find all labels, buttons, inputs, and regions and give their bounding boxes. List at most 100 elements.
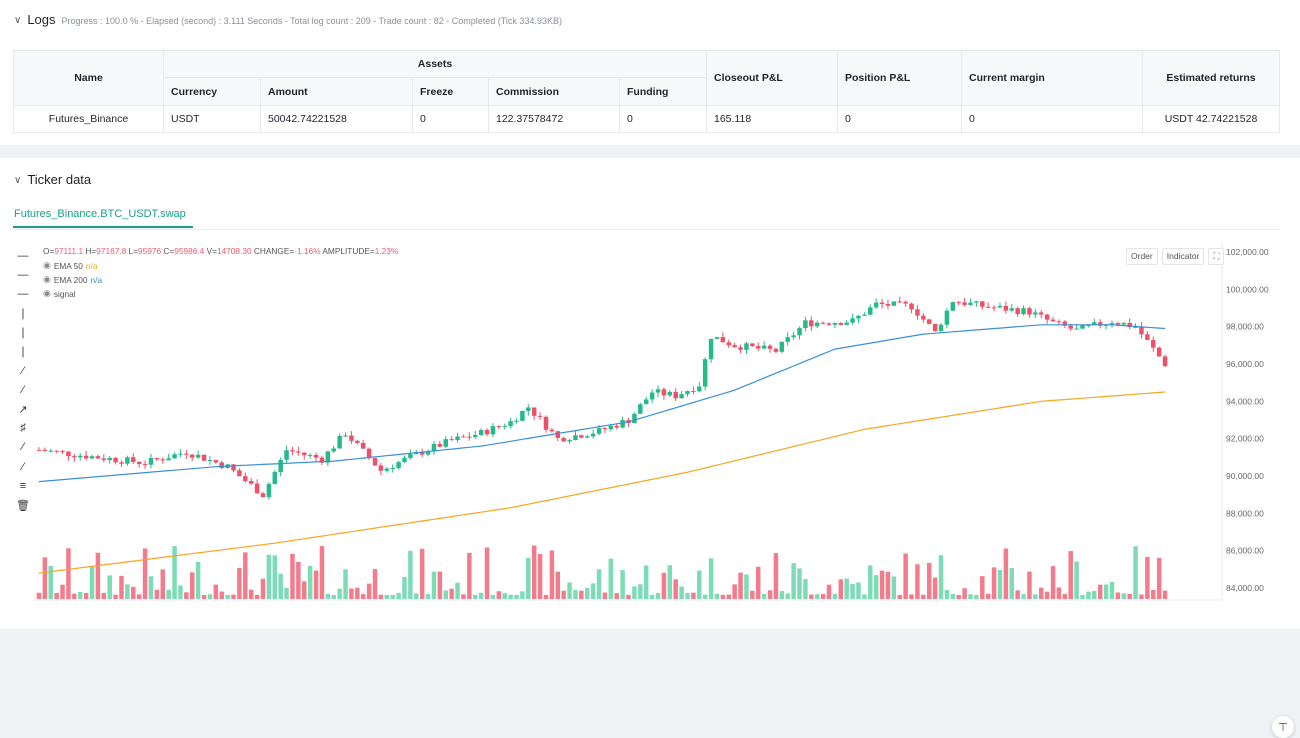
- candle-body: [1092, 322, 1097, 326]
- volume-bar: [1097, 584, 1103, 599]
- volume-bar: [419, 548, 425, 599]
- chevron-down-icon[interactable]: ∨: [14, 175, 22, 186]
- volume-bar: [543, 594, 549, 599]
- trend-ray-icon[interactable]: ⁄: [22, 383, 24, 396]
- volume-bar: [838, 579, 844, 599]
- volume-bar: [526, 557, 531, 599]
- candle-body: [425, 451, 431, 455]
- closeout-pnl-header: Closeout P&L: [706, 50, 838, 106]
- pitchfork-icon[interactable]: ∕: [22, 460, 24, 473]
- parallel-channel-icon[interactable]: ∕: [22, 441, 24, 454]
- candle-body: [1021, 308, 1026, 315]
- volume-bar: [844, 578, 849, 599]
- volume-bar: [290, 553, 295, 599]
- candle-body: [862, 314, 867, 316]
- eye-icon[interactable]: ◉: [43, 288, 51, 298]
- eye-icon[interactable]: ◉: [43, 260, 51, 270]
- candle-body: [1038, 312, 1044, 315]
- volume-bar: [1015, 590, 1020, 599]
- eye-icon[interactable]: ◉: [43, 274, 51, 284]
- candle-body: [537, 415, 543, 417]
- volume-bar: [1133, 546, 1138, 599]
- candle-body: [154, 457, 160, 460]
- candle-body: [761, 345, 767, 349]
- commission-header: Commission: [488, 77, 620, 106]
- volume-bar: [195, 561, 201, 599]
- fibonacci-icon[interactable]: ≡: [19, 479, 27, 492]
- candle-body: [820, 322, 826, 324]
- candle-body: [66, 451, 71, 457]
- candle-body: [1127, 322, 1132, 328]
- candle-body: [980, 301, 985, 307]
- vertical-line-icon[interactable]: ∣: [20, 307, 26, 320]
- candle-body: [355, 440, 360, 443]
- volume-bar: [313, 570, 319, 599]
- indicator-button[interactable]: Indicator: [1161, 248, 1205, 265]
- candle-body: [213, 459, 219, 463]
- funding-header: Funding: [619, 77, 707, 106]
- tab-btc-usdt-swap[interactable]: Futures_Binance.BTC_USDT.swap: [13, 198, 193, 228]
- candle-body: [879, 302, 885, 304]
- candle-body: [885, 303, 891, 306]
- trash-icon[interactable]: 🗑: [16, 499, 30, 512]
- candle-body: [237, 470, 242, 477]
- volume-bar: [455, 582, 460, 599]
- volume-bar: [661, 572, 667, 599]
- amount-header: Amount: [260, 77, 413, 106]
- scroll-to-top-button[interactable]: ⊤: [1272, 716, 1294, 738]
- volume-bar: [608, 558, 614, 599]
- trend-line-icon[interactable]: ⁄: [22, 364, 24, 377]
- volume-bar: [225, 595, 230, 599]
- fullscreen-icon[interactable]: ⛶: [1208, 248, 1225, 265]
- price-axis: 102,000.00 100,000.00 98,000.00 96,000.00 94…: [1221, 242, 1269, 600]
- extended-line-icon[interactable]: —: [17, 287, 29, 300]
- volume-bar: [142, 548, 148, 599]
- volume-bar: [797, 568, 802, 599]
- candlestick-chart[interactable]: 102,000.00 100,000.00 98,000.00 96,000.00 94…: [34, 242, 1294, 602]
- candle-body: [89, 456, 95, 459]
- legend-ema50[interactable]: ◉ EMA 50 n/a: [43, 260, 98, 271]
- horizontal-line-icon[interactable]: —: [17, 249, 29, 262]
- candle-body: [296, 451, 301, 453]
- volume-bar: [343, 569, 348, 599]
- candle-body: [496, 426, 502, 428]
- volume-bar: [201, 594, 207, 599]
- candle-body: [608, 425, 614, 430]
- volume-bar: [1139, 594, 1144, 599]
- volume-bar: [791, 563, 796, 599]
- logs-header[interactable]: ∨ Logs Progress : 100.0 % - Elapsed (sec…: [14, 12, 562, 27]
- candle-body: [1145, 334, 1150, 340]
- horizontal-ray-icon[interactable]: —: [17, 268, 29, 281]
- ema-line: [38, 324, 1166, 483]
- volume-bar: [537, 554, 543, 599]
- candle-body: [767, 345, 773, 349]
- candle-body: [809, 320, 814, 327]
- candle-body: [956, 302, 961, 304]
- candle-body: [585, 436, 590, 438]
- order-button[interactable]: Order: [1126, 248, 1158, 265]
- volume-bar: [248, 589, 254, 599]
- price-label-icon[interactable]: ♯: [20, 422, 26, 435]
- legend-signal[interactable]: ◉ signal: [43, 288, 76, 299]
- volume-bar: [107, 575, 112, 599]
- volume-bar: [184, 592, 189, 599]
- arrow-line-icon[interactable]: ↗: [18, 403, 28, 416]
- ticker-header[interactable]: ∨ Ticker data: [14, 172, 91, 187]
- volume-bar: [378, 594, 384, 599]
- ema-lines-group: [38, 324, 1166, 574]
- volume-bar: [1092, 590, 1097, 599]
- candle-body: [649, 392, 655, 400]
- volume-bar: [319, 546, 325, 599]
- candle-body: [431, 443, 437, 452]
- candle-body: [738, 347, 743, 350]
- chevron-down-icon[interactable]: ∨: [14, 15, 22, 26]
- volume-bar: [154, 589, 160, 599]
- legend-ema200[interactable]: ◉ EMA 200 n/a: [43, 274, 103, 285]
- volume-bar: [750, 590, 755, 599]
- candle-body: [366, 448, 372, 459]
- price-tick-label: 86,000.00: [1226, 546, 1264, 556]
- candle-body: [1033, 312, 1038, 315]
- vertical-ray-icon[interactable]: ∣: [20, 346, 26, 359]
- vertical-segment-icon[interactable]: ∣: [20, 326, 26, 339]
- volume-bar: [66, 548, 71, 599]
